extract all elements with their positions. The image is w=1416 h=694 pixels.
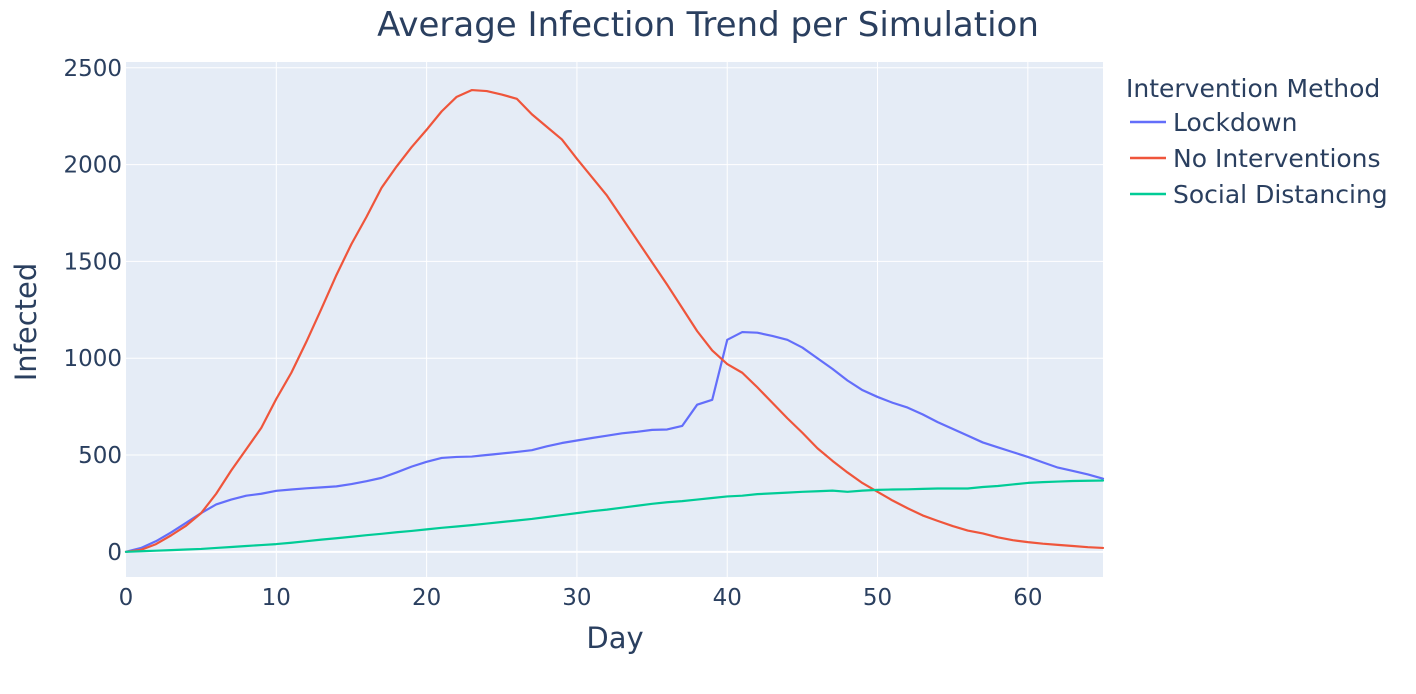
legend: Intervention Method Lockdown No Intervent… [1126,74,1388,209]
x-tick-label: 40 [713,585,742,611]
x-tick-label: 30 [562,585,591,611]
y-tick-label: 0 [107,540,122,566]
y-tick-label: 1000 [63,346,122,372]
series-line-lockdown [124,330,1105,553]
x-axis-ticks: 0 10 20 30 40 50 60 [119,585,1043,611]
y-tick-label: 2000 [63,153,122,179]
y-axis-title: Infected [9,263,43,382]
legend-item-lockdown[interactable]: Lockdown [1130,108,1297,137]
y-tick-label: 500 [78,443,122,469]
y-axis-ticks: 0 500 1000 1500 2000 2500 [63,56,122,566]
legend-label: Social Distancing [1173,180,1388,209]
series-line-social-distancing [124,479,1105,553]
x-tick-label: 10 [262,585,291,611]
legend-item-no-interventions[interactable]: No Interventions [1130,144,1381,173]
plot-area [126,62,1103,577]
x-tick-label: 50 [863,585,892,611]
series-lines [124,88,1105,553]
y-tick-label: 2500 [63,56,122,82]
x-tick-label: 0 [119,585,134,611]
legend-title: Intervention Method [1126,74,1380,103]
chart-title: Average Infection Trend per Simulation [377,5,1039,45]
legend-label: Lockdown [1173,108,1297,137]
legend-items: Lockdown No Interventions Social Distancin… [1130,108,1388,209]
x-axis-title: Day [586,621,643,655]
y-tick-label: 1500 [63,249,122,275]
legend-item-social-distancing[interactable]: Social Distancing [1130,180,1388,209]
series-line-no-interventions [124,88,1105,553]
x-tick-label: 20 [412,585,441,611]
grid-lines [126,62,1103,577]
legend-label: No Interventions [1173,144,1381,173]
x-tick-label: 60 [1013,585,1042,611]
